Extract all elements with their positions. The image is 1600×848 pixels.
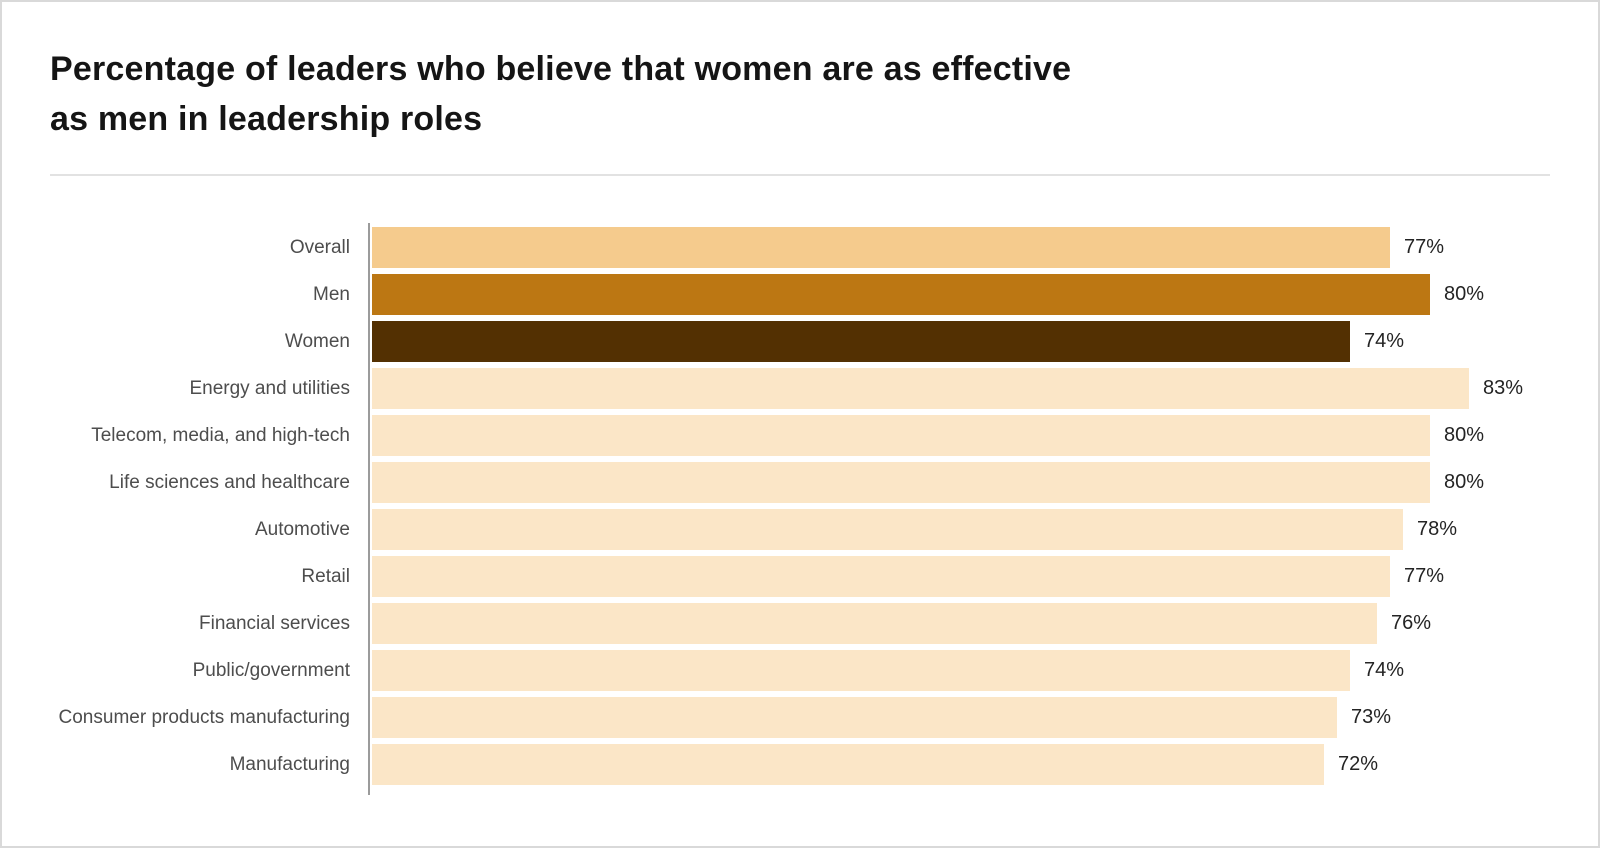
bar-value: 72%	[1338, 753, 1379, 775]
bar	[372, 415, 1430, 456]
bar-row: Men 80%	[50, 274, 1550, 315]
bar-label: Telecom, media, and high-tech	[91, 425, 350, 446]
bar-label: Life sciences and healthcare	[109, 472, 350, 493]
bar-value: 80%	[1444, 471, 1485, 493]
y-axis-line	[368, 223, 370, 795]
bar-area: 73%	[372, 697, 1550, 738]
bar-row: Overall 77%	[50, 227, 1550, 268]
bar-area: 76%	[372, 603, 1550, 644]
bar-value: 80%	[1444, 424, 1485, 446]
bar-label: Retail	[301, 566, 350, 587]
bar-label: Energy and utilities	[189, 378, 350, 399]
bar	[372, 744, 1324, 785]
bar-area: 83%	[372, 368, 1550, 409]
content: Percentage of leaders who believe that w…	[2, 2, 1598, 795]
bar-area: 80%	[372, 462, 1550, 503]
bar-area: 72%	[372, 744, 1550, 785]
page-title: Percentage of leaders who believe that w…	[50, 50, 1072, 138]
bar-value: 77%	[1404, 236, 1445, 258]
bar	[372, 227, 1390, 268]
bar	[372, 556, 1390, 597]
bar-value: 77%	[1404, 565, 1445, 587]
bar-value: 76%	[1391, 612, 1432, 634]
bar-value: 74%	[1364, 659, 1405, 681]
bar-area: 74%	[372, 650, 1550, 691]
bar	[372, 509, 1403, 550]
bar-area: 80%	[372, 274, 1550, 315]
bar-label: Women	[284, 331, 350, 352]
bar-area: 78%	[372, 509, 1550, 550]
bar	[372, 368, 1469, 409]
bar	[372, 697, 1337, 738]
bar-label: Public/government	[192, 660, 350, 681]
bar-chart: Overall 77% Men 80% Women 74% Energy and…	[50, 223, 1550, 795]
bar-row: Automotive 78%	[50, 509, 1550, 550]
bar-label: Consumer products manufacturing	[58, 707, 350, 728]
bar-row: Telecom, media, and high-tech 80%	[50, 415, 1550, 456]
bar-row: Retail 77%	[50, 556, 1550, 597]
bar-row: Financial services 76%	[50, 603, 1550, 644]
bar-area: 80%	[372, 415, 1550, 456]
bar-area: 77%	[372, 556, 1550, 597]
bar-row: Consumer products manufacturing 73%	[50, 697, 1550, 738]
bar	[372, 462, 1430, 503]
bar-label: Financial services	[199, 613, 350, 634]
bar-area: 77%	[372, 227, 1550, 268]
bar-area: 74%	[372, 321, 1550, 362]
bar	[372, 650, 1350, 691]
bar-row: Manufacturing 72%	[50, 744, 1550, 785]
bar-row: Women 74%	[50, 321, 1550, 362]
bar-value: 73%	[1351, 706, 1392, 728]
bar	[372, 603, 1377, 644]
bar-value: 80%	[1444, 283, 1485, 305]
bar-label: Automotive	[254, 519, 350, 540]
bar-label: Overall	[289, 237, 350, 258]
bar-row: Energy and utilities 83%	[50, 368, 1550, 409]
bar-rows: Overall 77% Men 80% Women 74% Energy and…	[50, 227, 1550, 785]
bar-row: Life sciences and healthcare 80%	[50, 462, 1550, 503]
bar-row: Public/government 74%	[50, 650, 1550, 691]
bar-value: 83%	[1483, 377, 1524, 399]
bar	[372, 274, 1430, 315]
bar-value: 78%	[1417, 518, 1458, 540]
bar-label: Men	[313, 284, 350, 305]
bar-value: 74%	[1364, 330, 1405, 352]
bar-label: Manufacturing	[229, 754, 350, 775]
bar	[372, 321, 1350, 362]
title-divider	[50, 174, 1550, 176]
